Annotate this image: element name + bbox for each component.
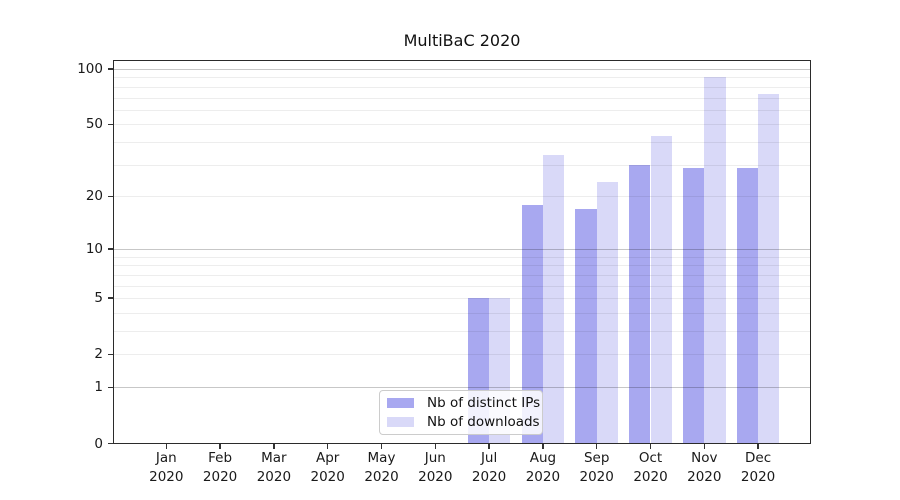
y-tick-label-10: 10 xyxy=(85,240,103,257)
y-tick-mark-10 xyxy=(108,248,113,250)
gridline-minor-50 xyxy=(114,124,810,126)
gridline-minor-80 xyxy=(114,86,810,88)
gridline-minor-3 xyxy=(114,331,810,332)
x-tick-label-sep: Sep 2020 xyxy=(579,450,614,485)
legend-label-downloads: Nb of downloads xyxy=(427,414,540,431)
gridline-minor-40 xyxy=(114,142,810,144)
bar-nb-of-distinct-ips-sep xyxy=(575,208,597,444)
x-tick-mark-mar xyxy=(273,444,275,449)
x-tick-mark-aug xyxy=(542,444,544,449)
gridline-major-100 xyxy=(114,69,810,70)
y-tick-label-5: 5 xyxy=(94,290,103,307)
bar-nb-of-distinct-ips-nov xyxy=(682,167,705,444)
y-tick-mark-100 xyxy=(108,68,113,70)
legend: Nb of distinct IPs Nb of downloads xyxy=(379,390,543,435)
legend-swatch-downloads xyxy=(387,417,414,428)
x-tick-mark-feb xyxy=(219,444,221,449)
x-tick-mark-jan xyxy=(165,444,168,449)
x-tick-mark-jun xyxy=(434,444,437,449)
y-tick-label-20: 20 xyxy=(85,188,103,205)
gridline-minor-8 xyxy=(114,265,810,267)
gridline-minor-4 xyxy=(114,312,810,314)
x-tick-mark-nov xyxy=(703,444,706,449)
x-tick-label-dec: Dec 2020 xyxy=(740,450,776,485)
legend-label-distinct-ips: Nb of distinct IPs xyxy=(427,394,541,411)
gridline-minor-20 xyxy=(114,196,810,198)
x-tick-mark-oct xyxy=(649,444,652,449)
legend-swatch-distinct-ips xyxy=(387,397,414,408)
x-tick-label-jul: Jul 2020 xyxy=(471,450,507,485)
x-tick-label-may: May 2020 xyxy=(364,450,399,485)
x-tick-mark-apr xyxy=(326,444,329,449)
y-tick-mark-20 xyxy=(108,195,113,198)
y-tick-label-2: 2 xyxy=(94,346,103,363)
bar-nb-of-distinct-ips-aug xyxy=(521,204,543,444)
y-tick-label-0: 0 xyxy=(94,435,103,452)
gridline-minor-70 xyxy=(114,97,810,99)
y-tick-mark-1 xyxy=(108,386,113,388)
x-tick-label-apr: Apr 2020 xyxy=(310,450,345,485)
x-tick-mark-sep xyxy=(595,444,598,449)
bar-nb-of-downloads-dec xyxy=(758,94,780,444)
y-tick-label-100: 100 xyxy=(77,61,103,77)
gridline-minor-6 xyxy=(114,285,810,287)
x-tick-label-feb: Feb 2020 xyxy=(202,450,238,485)
x-tick-label-jan: Jan 2020 xyxy=(149,450,184,485)
x-tick-label-nov: Nov 2020 xyxy=(687,450,722,485)
bar-nb-of-distinct-ips-oct xyxy=(629,164,651,444)
gridline-minor-2 xyxy=(114,354,810,356)
gridline-minor-30 xyxy=(114,164,810,166)
legend-item-downloads: Nb of downloads xyxy=(387,414,542,430)
y-tick-label-50: 50 xyxy=(85,116,103,133)
y-tick-mark-5 xyxy=(108,297,113,299)
bar-nb-of-distinct-ips-dec xyxy=(736,167,759,444)
bar-nb-of-downloads-aug xyxy=(542,154,565,444)
x-tick-label-oct: Oct 2020 xyxy=(633,450,668,485)
x-tick-label-jun: Jun 2020 xyxy=(418,450,453,485)
x-tick-mark-jul xyxy=(488,444,490,449)
gridline-minor-5 xyxy=(114,298,810,300)
bar-nb-of-downloads-oct xyxy=(650,136,672,444)
plot-area-frame xyxy=(113,60,811,444)
x-tick-label-aug: Aug 2020 xyxy=(525,450,561,485)
x-tick-mark-may xyxy=(380,444,383,449)
x-tick-mark-dec xyxy=(757,444,759,449)
y-tick-mark-0 xyxy=(108,442,113,445)
gridline-major-10 xyxy=(114,248,810,250)
y-tick-mark-50 xyxy=(108,123,113,126)
legend-item-distinct-ips: Nb of distinct IPs xyxy=(387,395,542,411)
bar-nb-of-downloads-nov xyxy=(704,77,726,444)
gridline-major-1 xyxy=(114,387,810,389)
gridline-minor-90 xyxy=(114,77,810,79)
y-tick-mark-2 xyxy=(108,353,113,356)
x-tick-label-mar: Mar 2020 xyxy=(256,450,292,485)
bar-nb-of-downloads-sep xyxy=(596,182,619,444)
chart-title: MultiBaC 2020 xyxy=(403,31,521,50)
gridline-minor-7 xyxy=(114,274,810,276)
gridline-minor-9 xyxy=(114,256,810,258)
gridline-minor-60 xyxy=(114,109,810,111)
y-tick-label-1: 1 xyxy=(94,379,103,396)
